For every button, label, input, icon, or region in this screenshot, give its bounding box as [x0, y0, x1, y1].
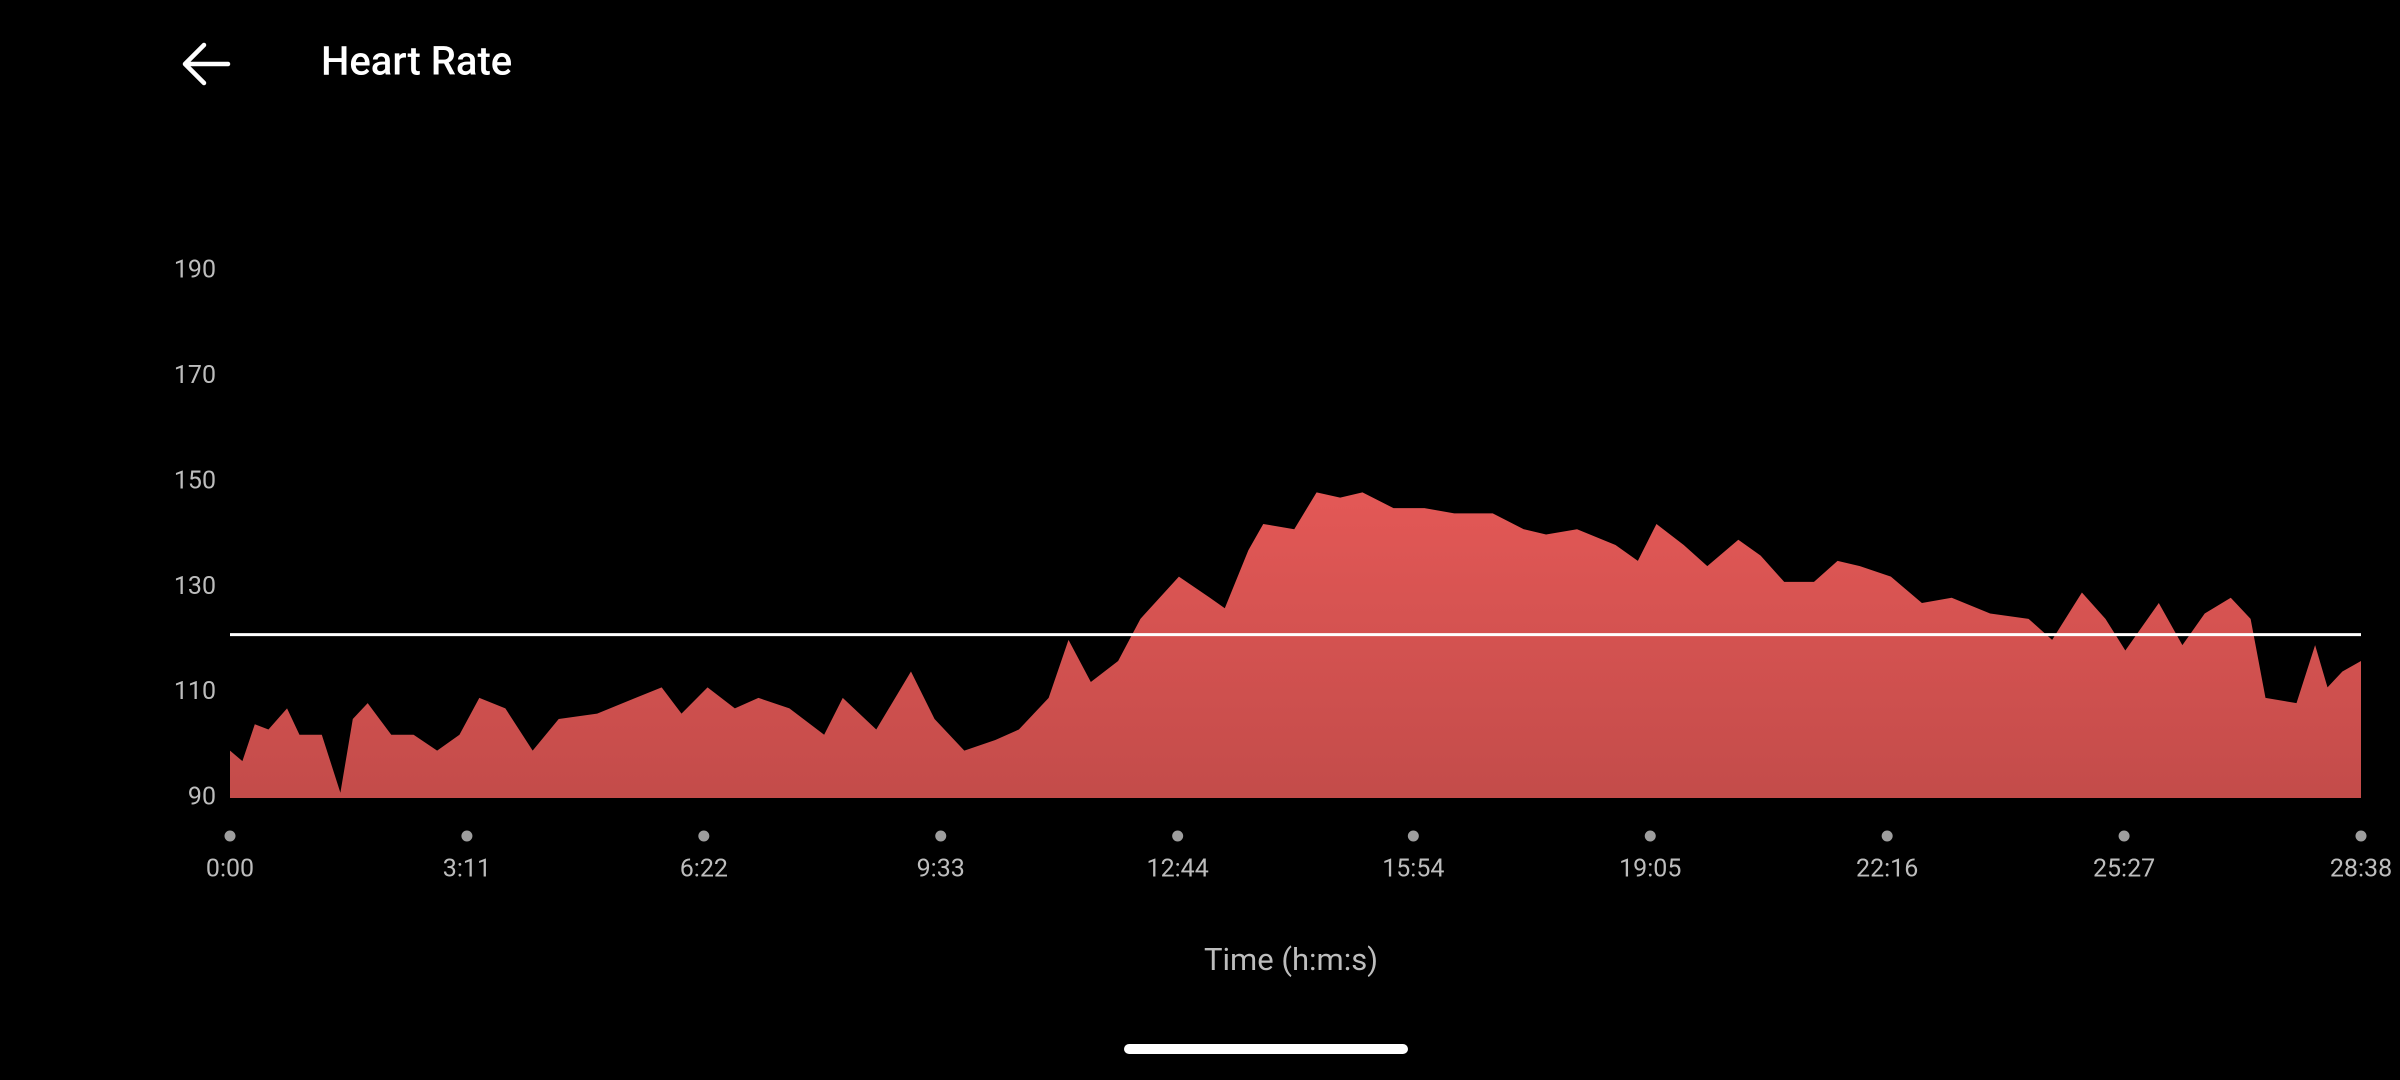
y-tick-label: 110 — [174, 677, 216, 706]
x-tick-label: 0:00 — [206, 855, 254, 884]
x-tick-dot — [2355, 830, 2367, 842]
x-tick-dot — [224, 830, 236, 842]
y-tick-label: 150 — [174, 466, 216, 495]
x-tick-dot — [2118, 830, 2130, 842]
x-tick-dot — [935, 830, 947, 842]
heart-rate-area — [230, 492, 2361, 798]
x-tick-dot — [461, 830, 473, 842]
x-tick-dot — [1881, 830, 1893, 842]
y-tick-label: 170 — [174, 361, 216, 390]
y-tick-label: 130 — [174, 572, 216, 601]
x-tick-label: 19:05 — [1619, 855, 1681, 884]
page-title: Heart Rate — [321, 38, 512, 85]
x-axis-label: Time (h:m:s) — [1204, 941, 1378, 978]
y-tick-label: 90 — [188, 783, 216, 812]
x-tick-label: 12:44 — [1147, 855, 1209, 884]
x-tick-dot — [1172, 830, 1184, 842]
y-tick-label: 190 — [174, 256, 216, 285]
home-indicator[interactable] — [1124, 1044, 1408, 1054]
x-tick-label: 9:33 — [917, 855, 965, 884]
x-tick-label: 25:27 — [2093, 855, 2155, 884]
x-tick-dot — [698, 830, 710, 842]
back-button[interactable] — [182, 42, 231, 86]
x-tick-label: 6:22 — [680, 855, 728, 884]
x-tick-label: 15:54 — [1382, 855, 1444, 884]
x-tick-dot — [1644, 830, 1656, 842]
x-tick-label: 22:16 — [1856, 855, 1918, 884]
x-tick-dot — [1407, 830, 1419, 842]
x-tick-label: 28:38 — [2330, 855, 2392, 884]
x-tick-label: 3:11 — [443, 855, 491, 884]
